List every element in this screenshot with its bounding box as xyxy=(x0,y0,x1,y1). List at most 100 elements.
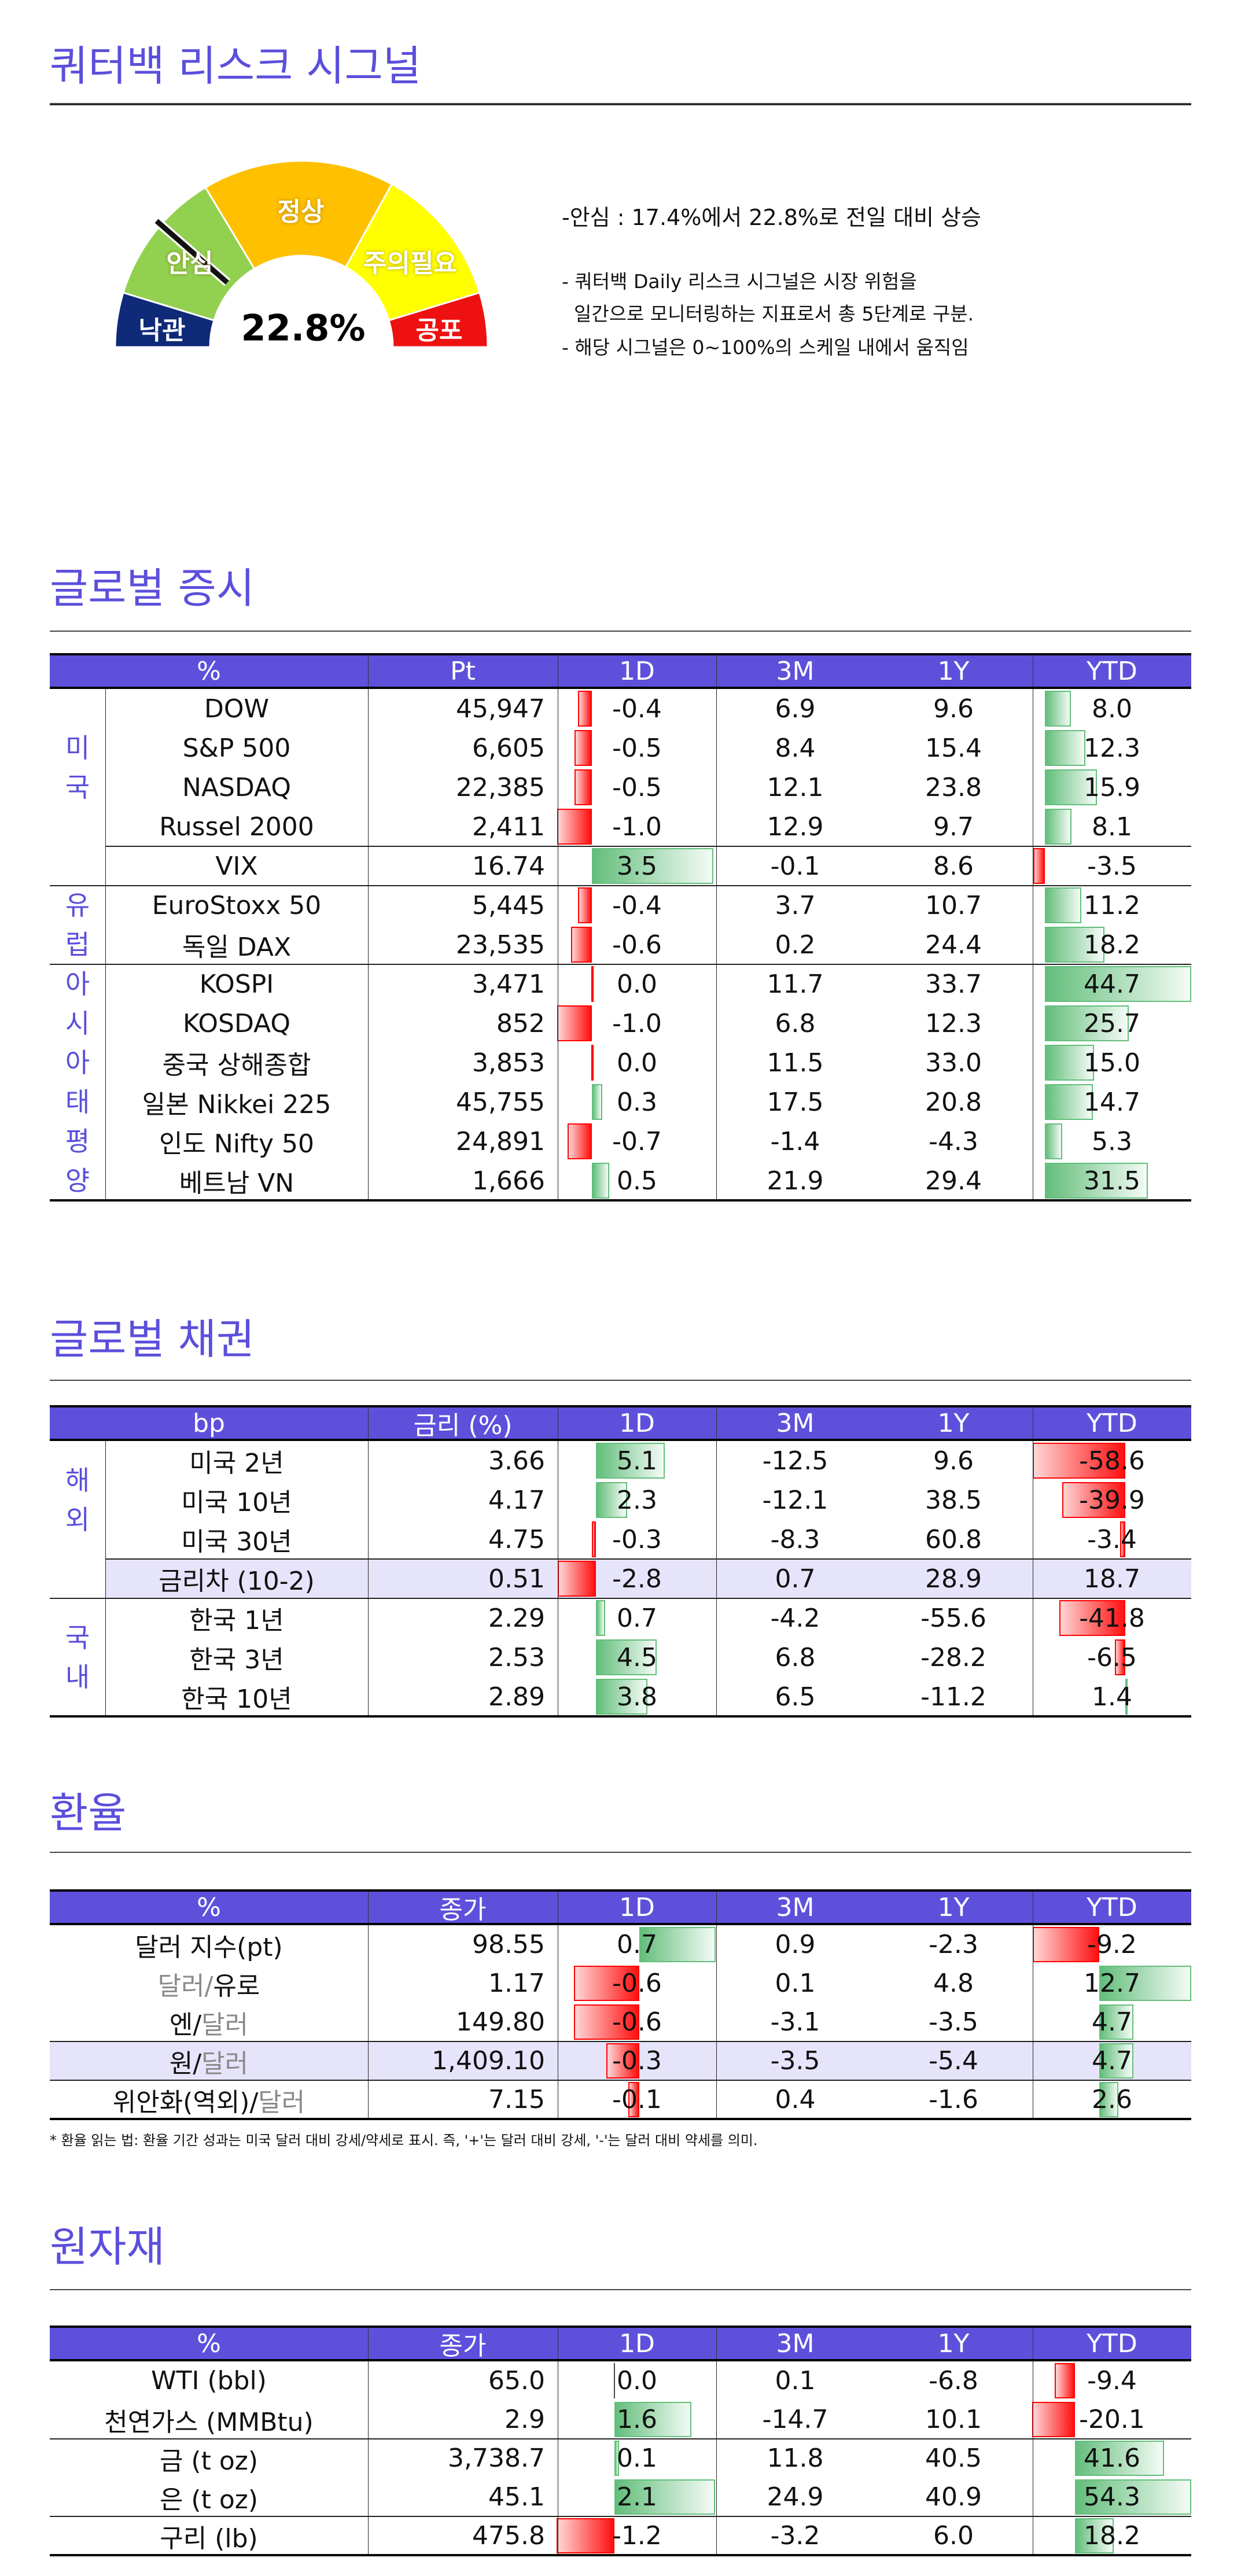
d1-bar xyxy=(596,1639,657,1675)
signal-description-3: - 해당 시그널은 0~100%의 스케일 내에서 움직임 xyxy=(562,336,969,359)
column-header: 1Y xyxy=(937,1892,970,1922)
row-m3: 12.1 xyxy=(767,772,824,802)
row-ytd: 15.0 xyxy=(1084,1048,1140,1078)
region-label-char: 국 xyxy=(65,1622,90,1653)
row-name: 천연가스 (MMBtu) xyxy=(104,2407,314,2437)
column-header: 금리 (%) xyxy=(413,1411,513,1440)
row-ytd: 44.7 xyxy=(1084,969,1140,999)
row-y1: 40.5 xyxy=(925,2444,982,2473)
d1-bar xyxy=(578,691,592,727)
group-divider xyxy=(50,2080,1191,2081)
row-d1: 4.5 xyxy=(617,1642,657,1672)
column-header: YTD xyxy=(1087,1892,1137,1922)
row-name: 달러 지수(pt) xyxy=(50,1925,368,1964)
region-label-char: 국 xyxy=(65,772,90,803)
row-name-part: 유로 xyxy=(213,1971,260,2001)
group-divider xyxy=(105,1558,1191,1560)
region-label-char: 양 xyxy=(65,1165,90,1196)
risk-gauge: 낙관 안심 정상 주의필요 공포 22.8% xyxy=(104,150,509,359)
gauge-label-relief: 안심 xyxy=(166,249,213,278)
region-label-char: 아 xyxy=(65,1047,90,1078)
row-value: 2.9 xyxy=(504,2405,545,2434)
row-name-part: 위안화(역외)/ xyxy=(112,2087,259,2117)
row-value: 45,755 xyxy=(456,1087,545,1117)
row-d1: 0.0 xyxy=(617,2366,657,2396)
row-name: 위안화(역외)/달러 xyxy=(50,2080,368,2119)
row-y1: 4.8 xyxy=(933,1969,974,1998)
column-divider xyxy=(368,689,369,1200)
row-d1: -0.6 xyxy=(612,2007,662,2037)
column-header: % xyxy=(197,2328,221,2358)
row-d1: -2.8 xyxy=(612,1564,662,1594)
commodity-section-title: 원자재 xyxy=(50,2223,165,2271)
row-name: 독일 DAX xyxy=(182,933,292,962)
gauge-segment-fear xyxy=(388,291,489,348)
row-ytd: 15.9 xyxy=(1084,772,1140,802)
row-d1: 0.5 xyxy=(617,1166,657,1196)
row-y1: -3.5 xyxy=(929,2007,978,2037)
row-y1: -55.6 xyxy=(920,1603,986,1633)
column-header: 1Y xyxy=(937,1408,970,1438)
row-y1: 10.1 xyxy=(925,2405,982,2434)
row-m3: 21.9 xyxy=(767,1166,824,1196)
table-bottom-border xyxy=(50,1715,1191,1718)
table-header: bp 금리 (%) 1D 3M 1Y YTD xyxy=(50,1405,1191,1441)
ytd-bar xyxy=(1099,2082,1118,2117)
row-y1: -11.2 xyxy=(920,1682,986,1712)
row-name: 일본 Nikkei 225 xyxy=(142,1090,332,1119)
row-m3: -8.3 xyxy=(770,1524,820,1554)
region-label-char: 미 xyxy=(65,732,90,764)
d1-bar xyxy=(596,1482,627,1518)
row-ytd: 8.1 xyxy=(1092,812,1132,842)
column-header: YTD xyxy=(1087,656,1137,686)
header-divider xyxy=(368,1407,369,1439)
column-header: 3M xyxy=(776,2328,815,2358)
row-d1: 3.5 xyxy=(617,851,657,881)
row-m3: 11.8 xyxy=(767,2444,824,2473)
row-ytd: -3.4 xyxy=(1087,1524,1137,1554)
row-m3: 11.5 xyxy=(767,1048,824,1078)
row-value: 24,891 xyxy=(456,1126,545,1156)
column-header: 3M xyxy=(776,1892,815,1922)
ytd-bar xyxy=(1033,848,1045,884)
d1-bar xyxy=(557,1005,592,1041)
row-y1: 40.9 xyxy=(925,2482,982,2512)
row-m3: 0.9 xyxy=(775,1930,816,1959)
ytd-bar xyxy=(1045,769,1097,805)
bond-divider xyxy=(50,1380,1191,1381)
d1-bar xyxy=(591,1521,596,1557)
gauge-needle xyxy=(154,219,229,285)
row-y1: -5.4 xyxy=(929,2046,978,2076)
row-name: 미국 30년 xyxy=(181,1527,292,1557)
header-divider xyxy=(716,655,717,687)
d1-bar xyxy=(557,809,592,845)
d1-bar xyxy=(578,887,592,923)
row-m3: -14.7 xyxy=(762,2405,828,2434)
row-name-part: 달러/ xyxy=(157,1971,213,2001)
row-name: EuroStoxx 50 xyxy=(152,890,322,920)
row-ytd: 14.7 xyxy=(1084,1087,1140,1117)
row-name: 베트남 VN xyxy=(179,1169,294,1198)
row-name-part: 달러 xyxy=(201,2048,249,2079)
bond-section-title: 글로벌 채권 xyxy=(50,1315,255,1363)
row-d1: -0.1 xyxy=(612,2085,662,2114)
d1-bar xyxy=(575,730,592,766)
table-bottom-border xyxy=(50,2554,1191,2556)
row-d1: 1.6 xyxy=(617,2405,657,2434)
row-d1: 0.3 xyxy=(617,1087,657,1117)
ytd-bar xyxy=(1045,809,1071,845)
column-divider xyxy=(368,1441,369,1716)
ytd-bar xyxy=(1075,2441,1164,2476)
d1-bar xyxy=(606,2043,639,2079)
row-value: 65.0 xyxy=(488,2366,545,2396)
ytd-bar xyxy=(1115,1639,1125,1675)
row-value: 149.80 xyxy=(456,2007,545,2037)
highlight-row-bg xyxy=(105,1559,1191,1598)
row-y1: 9.7 xyxy=(933,812,974,842)
row-value: 1,409.10 xyxy=(432,2046,545,2076)
row-value: 3,853 xyxy=(472,1048,545,1078)
row-m3: 0.7 xyxy=(775,1564,816,1594)
column-header: 1D xyxy=(619,1892,655,1922)
